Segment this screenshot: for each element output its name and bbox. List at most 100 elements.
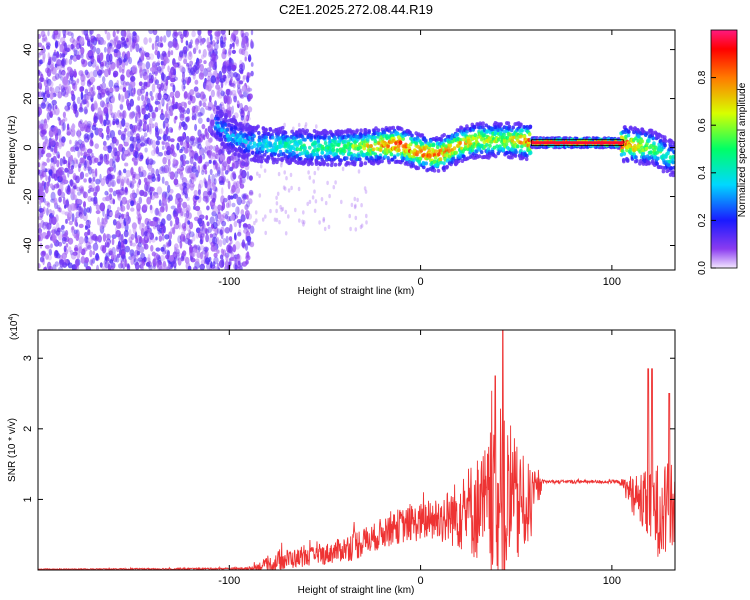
noise-cell xyxy=(112,70,119,78)
noise-cell xyxy=(161,218,166,226)
noise-cell xyxy=(241,261,248,267)
noise-cell xyxy=(224,214,229,220)
ridge-cell xyxy=(373,135,377,140)
noise-cell xyxy=(187,258,190,266)
noise-cell xyxy=(179,50,184,58)
ridge-cell xyxy=(223,122,228,127)
noise-cell xyxy=(97,54,100,64)
ridge-cell xyxy=(635,158,639,163)
noise-cell xyxy=(89,259,93,266)
noise-cell xyxy=(178,222,181,230)
noise-cell xyxy=(86,207,91,213)
noise-cell xyxy=(76,199,83,205)
noise-cell xyxy=(139,69,144,77)
noise-cell xyxy=(80,47,85,55)
noise-cell xyxy=(154,127,161,136)
noise-cell xyxy=(149,117,153,126)
noise-cell xyxy=(152,258,157,267)
noise-cell xyxy=(75,175,80,184)
noise-cell xyxy=(81,147,87,152)
noise-cell xyxy=(127,131,132,138)
noise-cell xyxy=(250,30,254,36)
noise-cell xyxy=(116,43,122,50)
noise-cell xyxy=(117,194,121,200)
noise-cell xyxy=(233,30,239,36)
noise-cell xyxy=(141,222,145,228)
noise-cell xyxy=(211,52,217,60)
noise-cell xyxy=(298,218,301,223)
noise-cell xyxy=(51,109,56,115)
noise-cell xyxy=(302,222,305,227)
noise-cell xyxy=(227,199,232,208)
noise-cell xyxy=(129,98,134,107)
noise-cell xyxy=(148,158,154,165)
noise-cell xyxy=(146,232,151,239)
noise-cell xyxy=(99,202,106,212)
noise-cell xyxy=(168,41,173,49)
ridge-cell xyxy=(232,129,236,134)
noise-cell xyxy=(151,238,156,243)
ridge-cell xyxy=(504,142,509,147)
noise-cell xyxy=(139,236,143,244)
noise-cell xyxy=(122,110,125,119)
noise-cell xyxy=(174,171,179,179)
ridge-cell xyxy=(240,123,244,128)
noise-cell xyxy=(216,228,221,234)
noise-cell xyxy=(183,55,188,62)
noise-cell xyxy=(232,80,236,89)
ridge-cell xyxy=(376,128,381,133)
noise-cell xyxy=(177,257,182,266)
noise-cell xyxy=(135,43,140,53)
noise-cell xyxy=(50,147,54,152)
noise-cell xyxy=(200,251,203,260)
noise-cell xyxy=(48,175,51,183)
noise-cell xyxy=(275,195,278,200)
ridge-cell xyxy=(276,157,281,162)
noise-cell xyxy=(82,74,86,82)
noise-cell xyxy=(231,184,236,193)
noise-cell xyxy=(280,207,283,212)
noise-cell xyxy=(113,39,117,48)
noise-cell xyxy=(104,261,110,269)
ridge-cell xyxy=(271,135,275,140)
noise-cell xyxy=(185,165,191,174)
noise-cell xyxy=(115,119,120,126)
noise-cell xyxy=(112,120,116,126)
noise-cell xyxy=(182,79,186,86)
noise-cell xyxy=(170,205,176,210)
noise-cell xyxy=(103,46,107,53)
ridge-cell xyxy=(216,116,220,121)
noise-cell xyxy=(40,102,46,109)
noise-cell xyxy=(172,158,176,165)
noise-cell xyxy=(75,211,80,219)
noise-cell xyxy=(181,223,187,229)
noise-cell xyxy=(201,169,205,175)
ridge-cell xyxy=(256,124,260,129)
noise-cell xyxy=(221,65,227,74)
noise-cell xyxy=(203,177,206,184)
noise-cell xyxy=(93,192,98,197)
noise-cell xyxy=(182,71,185,80)
noise-cell xyxy=(63,245,67,253)
noise-cell xyxy=(214,61,218,71)
noise-cell xyxy=(98,73,102,78)
noise-cell xyxy=(38,110,41,118)
ridge-cell xyxy=(516,144,520,149)
noise-cell xyxy=(74,265,80,270)
noise-cell xyxy=(109,158,114,168)
noise-cell xyxy=(52,226,57,231)
noise-cell xyxy=(184,187,190,194)
noise-cell xyxy=(83,106,88,115)
noise-cell xyxy=(147,180,150,187)
noise-cell xyxy=(107,46,111,55)
noise-cell xyxy=(38,263,41,269)
noise-cell xyxy=(181,231,186,237)
ridge-cell xyxy=(627,129,631,134)
noise-cell xyxy=(239,168,243,176)
noise-cell xyxy=(116,30,120,34)
noise-cell xyxy=(197,231,202,239)
noise-cell xyxy=(240,30,244,38)
noise-cell xyxy=(241,85,247,92)
noise-cell xyxy=(93,157,99,163)
noise-cell xyxy=(74,109,79,118)
